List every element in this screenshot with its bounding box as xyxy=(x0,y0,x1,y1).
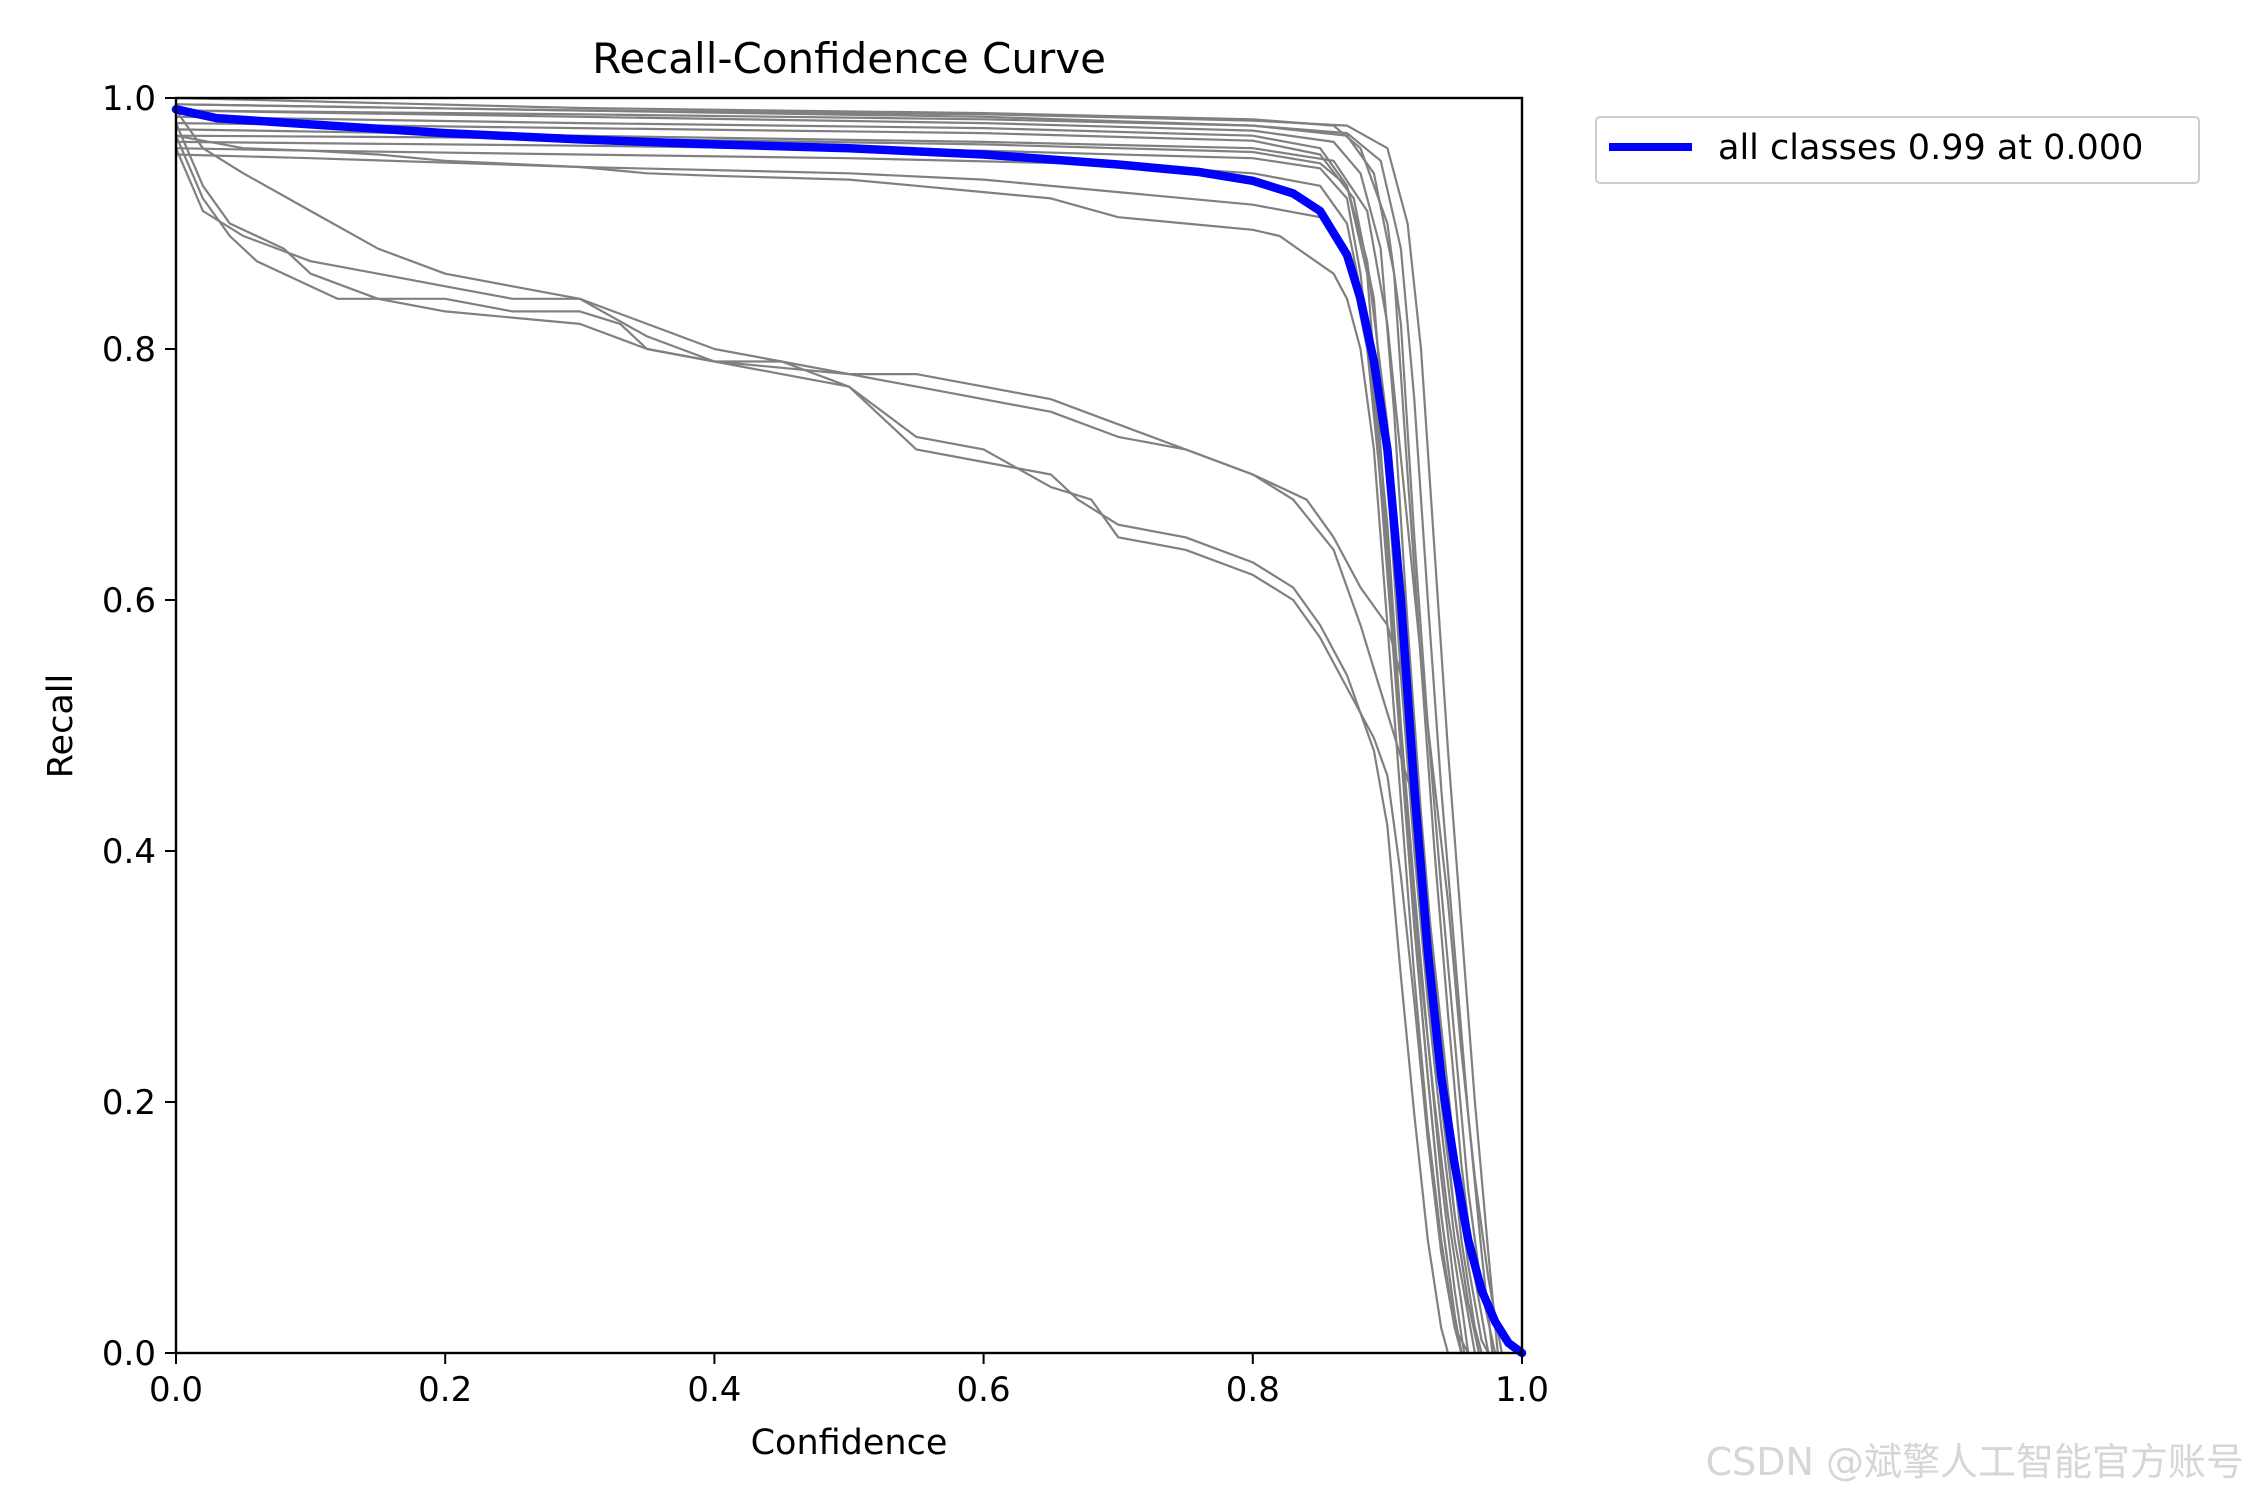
plot-frame xyxy=(174,96,1524,1355)
legend: all classes 0.99 at 0.000 xyxy=(1595,116,2200,184)
x-tick-label: 0.0 xyxy=(149,1370,203,1410)
y-tick-label: 1.0 xyxy=(102,79,156,119)
series-line-class-17 xyxy=(174,147,1490,1355)
series-line-class-2 xyxy=(174,103,1490,1355)
x-tick-label: 1.0 xyxy=(1495,1370,1549,1410)
series-line-class-4 xyxy=(174,115,1470,1355)
y-tick-label: 0.6 xyxy=(102,581,156,621)
y-tick-label: 0.8 xyxy=(102,330,156,370)
series-line-class-8 xyxy=(174,109,1494,1355)
series-line-class-13 xyxy=(174,134,1463,1355)
series-line-class-7 xyxy=(174,134,1481,1355)
series-line-class-10 xyxy=(174,140,1463,1355)
y-tick-label: 0.0 xyxy=(102,1334,156,1374)
plot-lines xyxy=(171,96,1527,1358)
y-axis-label: Recall xyxy=(41,674,81,778)
y-axis-ticks: 0.0 0.2 0.4 0.6 0.8 1.0 xyxy=(102,79,176,1374)
series-line-class-11 xyxy=(174,147,1466,1355)
series-line-class-5 xyxy=(174,121,1477,1355)
series-line-class-1 xyxy=(174,96,1497,1355)
legend-label-all-classes: all classes 0.99 at 0.000 xyxy=(1718,128,2143,168)
series-line-class-12 xyxy=(174,153,1463,1355)
series-line-class-9 xyxy=(174,103,1499,1355)
watermark-text: CSDN @斌擎人工智能官方账号 xyxy=(1705,1440,2244,1484)
chart-title: Recall-Confidence Curve xyxy=(592,34,1106,83)
series-line-class-15 xyxy=(174,121,1470,1355)
x-tick-label: 0.6 xyxy=(957,1370,1011,1410)
x-axis-label: Confidence xyxy=(751,1423,948,1463)
y-tick-label: 0.2 xyxy=(102,1083,156,1123)
series-line-class-16 xyxy=(174,134,1450,1355)
x-tick-label: 0.2 xyxy=(418,1370,472,1410)
legend-box xyxy=(1595,116,2200,184)
x-axis-ticks: 0.0 0.2 0.4 0.6 0.8 1.0 xyxy=(149,1353,1549,1410)
series-line-class-6 xyxy=(174,128,1503,1355)
x-tick-label: 0.8 xyxy=(1226,1370,1280,1410)
y-tick-label: 0.4 xyxy=(102,832,156,872)
x-tick-label: 0.4 xyxy=(687,1370,741,1410)
series-line-all-classes xyxy=(171,105,1527,1358)
